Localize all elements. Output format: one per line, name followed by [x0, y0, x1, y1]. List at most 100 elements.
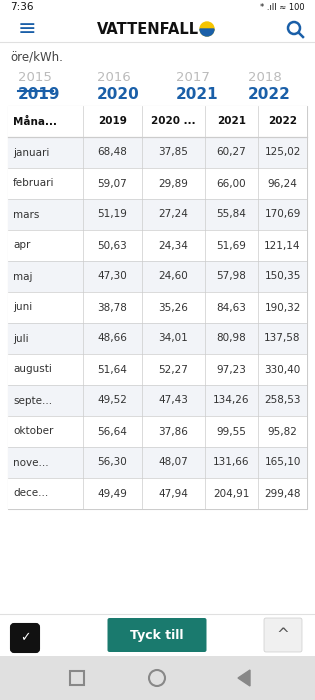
Text: 47,30: 47,30: [98, 272, 127, 281]
Text: oktober: oktober: [13, 426, 53, 437]
Text: 56,30: 56,30: [98, 458, 127, 468]
Text: 48,66: 48,66: [98, 333, 128, 344]
Text: 57,98: 57,98: [217, 272, 246, 281]
FancyBboxPatch shape: [8, 292, 307, 323]
Text: apr: apr: [13, 241, 30, 251]
Text: 150,35: 150,35: [264, 272, 301, 281]
Text: 50,63: 50,63: [98, 241, 127, 251]
Text: 49,52: 49,52: [98, 395, 128, 405]
Text: nove...: nove...: [13, 458, 49, 468]
Text: mars: mars: [13, 209, 39, 220]
Text: 51,64: 51,64: [98, 365, 128, 374]
Text: 131,66: 131,66: [213, 458, 250, 468]
FancyBboxPatch shape: [8, 354, 307, 385]
Text: 37,86: 37,86: [158, 426, 188, 437]
Wedge shape: [200, 29, 214, 36]
Text: 165,10: 165,10: [264, 458, 301, 468]
Text: 258,53: 258,53: [264, 395, 301, 405]
Text: 34,01: 34,01: [159, 333, 188, 344]
Text: 204,91: 204,91: [213, 489, 250, 498]
Text: 2022: 2022: [268, 116, 297, 127]
Text: 80,98: 80,98: [217, 333, 246, 344]
Text: VATTENFALL: VATTENFALL: [97, 22, 199, 36]
Text: 125,02: 125,02: [264, 148, 301, 158]
Text: 84,63: 84,63: [217, 302, 246, 312]
Text: juli: juli: [13, 333, 29, 344]
Text: 47,94: 47,94: [158, 489, 188, 498]
Text: Måna...: Måna...: [13, 116, 57, 127]
FancyBboxPatch shape: [8, 137, 307, 168]
FancyBboxPatch shape: [8, 323, 307, 354]
Text: * .ıll ≈ 100: * .ıll ≈ 100: [261, 3, 305, 11]
FancyBboxPatch shape: [8, 106, 307, 509]
Text: 48,07: 48,07: [159, 458, 188, 468]
Text: 51,69: 51,69: [217, 241, 246, 251]
Text: öre/kWh.: öre/kWh.: [10, 51, 63, 64]
Text: 37,85: 37,85: [158, 148, 188, 158]
Text: 56,64: 56,64: [98, 426, 128, 437]
Text: maj: maj: [13, 272, 32, 281]
FancyBboxPatch shape: [107, 618, 207, 652]
Text: 38,78: 38,78: [98, 302, 128, 312]
FancyBboxPatch shape: [70, 671, 84, 685]
Text: 2015: 2015: [18, 71, 52, 84]
Text: 2017: 2017: [176, 71, 210, 84]
Text: 49,49: 49,49: [98, 489, 128, 498]
FancyBboxPatch shape: [8, 230, 307, 261]
Text: 35,26: 35,26: [158, 302, 188, 312]
Text: 299,48: 299,48: [264, 489, 301, 498]
Text: februari: februari: [13, 178, 54, 188]
Text: 59,07: 59,07: [98, 178, 127, 188]
Text: 68,48: 68,48: [98, 148, 128, 158]
Text: juni: juni: [13, 302, 32, 312]
Text: 137,58: 137,58: [264, 333, 301, 344]
Text: 2020 ...: 2020 ...: [151, 116, 196, 127]
Text: 2016: 2016: [97, 71, 131, 84]
FancyBboxPatch shape: [8, 261, 307, 292]
Text: Tyck till: Tyck till: [130, 629, 184, 641]
Text: 97,23: 97,23: [217, 365, 246, 374]
Circle shape: [200, 22, 214, 36]
Text: 99,55: 99,55: [217, 426, 246, 437]
Text: 134,26: 134,26: [213, 395, 250, 405]
FancyBboxPatch shape: [0, 656, 315, 700]
FancyBboxPatch shape: [8, 416, 307, 447]
Text: 52,27: 52,27: [158, 365, 188, 374]
Text: 24,60: 24,60: [159, 272, 188, 281]
Text: 2019: 2019: [18, 87, 60, 102]
Text: 7:36: 7:36: [10, 2, 33, 12]
Text: 2018: 2018: [248, 71, 282, 84]
Text: ≡: ≡: [18, 19, 37, 39]
Text: 27,24: 27,24: [158, 209, 188, 220]
Text: 190,32: 190,32: [264, 302, 301, 312]
FancyBboxPatch shape: [8, 385, 307, 416]
Text: januari: januari: [13, 148, 49, 158]
Text: 2019: 2019: [98, 116, 127, 127]
Text: ✓: ✓: [20, 631, 30, 645]
Text: augusti: augusti: [13, 365, 52, 374]
Text: 47,43: 47,43: [158, 395, 188, 405]
Text: 24,34: 24,34: [158, 241, 188, 251]
Text: 66,00: 66,00: [217, 178, 246, 188]
Text: 55,84: 55,84: [217, 209, 246, 220]
Text: 2022: 2022: [248, 87, 291, 102]
Text: 60,27: 60,27: [217, 148, 246, 158]
FancyBboxPatch shape: [8, 447, 307, 478]
Text: ^: ^: [277, 627, 289, 643]
Text: 96,24: 96,24: [267, 178, 297, 188]
FancyBboxPatch shape: [8, 199, 307, 230]
FancyBboxPatch shape: [264, 618, 302, 652]
Text: 2020: 2020: [97, 87, 140, 102]
Text: 170,69: 170,69: [264, 209, 301, 220]
Polygon shape: [238, 670, 250, 686]
Text: 330,40: 330,40: [264, 365, 301, 374]
Text: 51,19: 51,19: [98, 209, 128, 220]
Text: 2021: 2021: [217, 116, 246, 127]
Text: 121,14: 121,14: [264, 241, 301, 251]
Text: 95,82: 95,82: [267, 426, 297, 437]
Text: dece...: dece...: [13, 489, 48, 498]
FancyBboxPatch shape: [8, 478, 307, 509]
Text: septe...: septe...: [13, 395, 52, 405]
FancyBboxPatch shape: [8, 106, 307, 137]
Text: 2021: 2021: [176, 87, 219, 102]
